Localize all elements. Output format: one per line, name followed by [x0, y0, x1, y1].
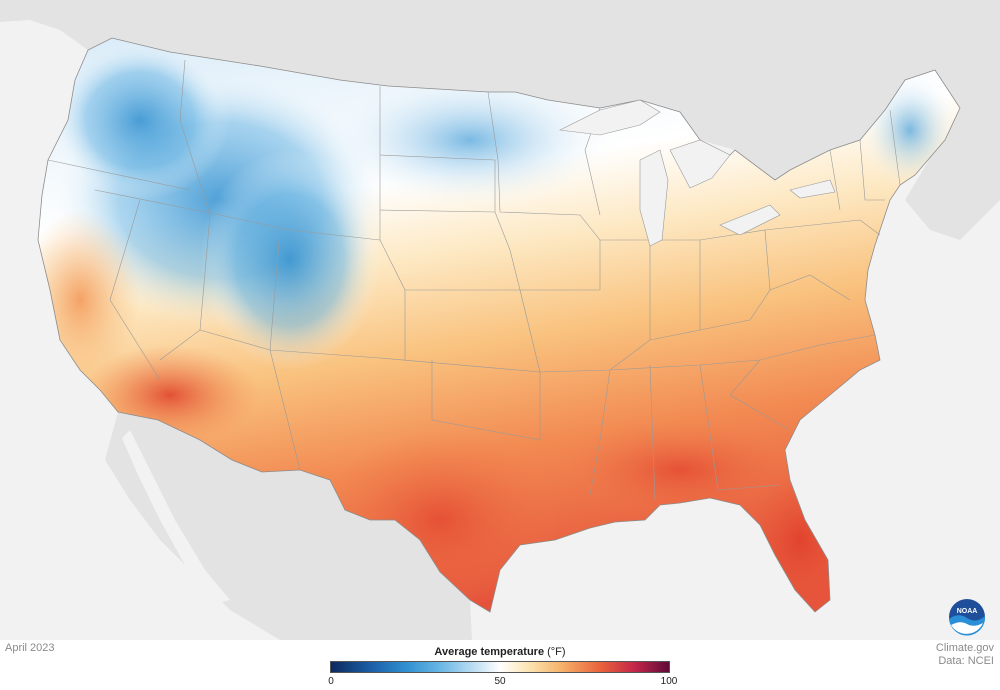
credit-source: Climate.gov: [935, 642, 994, 654]
legend-tick-mid: 50: [494, 676, 506, 687]
contiguous-us-temperature: [38, 38, 960, 612]
legend-tick-min: 0: [328, 676, 334, 687]
noaa-logo: NOAA: [949, 599, 986, 636]
noaa-logo-text: NOAA: [957, 608, 978, 615]
temperature-map: NOAA: [0, 0, 1000, 640]
credit-block: Climate.gov Data: NCEI: [936, 642, 994, 668]
great-lakes: [558, 99, 836, 247]
legend-title: Average temperature (°F): [330, 646, 670, 658]
canada-land: [0, 0, 1000, 240]
legend-color-bar: [330, 661, 670, 673]
mexico-land: [105, 412, 472, 640]
credit-data: Data: NCEI: [938, 655, 994, 667]
legend-unit: (°F): [547, 646, 566, 658]
map-svg: [0, 0, 1000, 640]
legend-title-text: Average temperature: [434, 646, 545, 658]
gulf-of-california: [122, 430, 230, 604]
date-label: April 2023: [5, 642, 55, 654]
legend-tick-max: 100: [660, 676, 678, 687]
